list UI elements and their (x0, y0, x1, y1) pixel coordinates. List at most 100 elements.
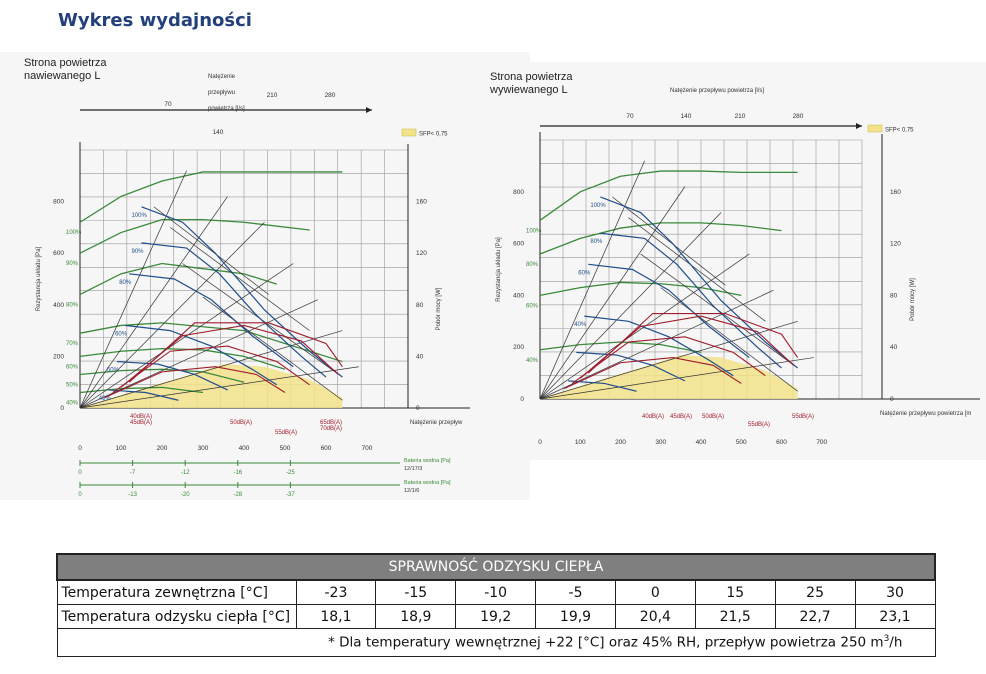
blue-speed-curve (125, 324, 278, 386)
note-spacer (56, 628, 296, 657)
system-curve (79, 299, 318, 409)
y-tick-label: 600 (513, 241, 524, 248)
y-tick-label: 800 (53, 199, 64, 206)
y-tick-label: 800 (513, 189, 524, 196)
system-curve (79, 196, 228, 409)
table-row-recovery-temp: Temperatura odzysku ciepła [°C] 18,1 18,… (56, 604, 936, 629)
heater-scale-value: -13 (128, 492, 137, 498)
table-cell: 19,2 (455, 604, 537, 629)
table-cell: 25 (774, 579, 856, 605)
top-axis-tick: 210 (735, 113, 746, 120)
db-label: 70dB(A) (320, 426, 342, 432)
table-row-outdoor-temp: Temperatura zewnętrzna [°C] -23 -15 -10 … (56, 579, 936, 605)
series-60pct (79, 348, 286, 370)
y2-tick-label: 80 (890, 292, 898, 299)
sfp-legend-swatch (867, 124, 883, 133)
top-axis-tick: 140 (213, 129, 224, 136)
x-tick-label: 500 (280, 445, 291, 452)
top-axis-tick: 280 (325, 92, 336, 99)
blue-speed-curve (588, 263, 750, 359)
x-tick-label: 700 (362, 445, 373, 452)
heater-scale-label: Bateria wodna [Pa] (404, 480, 451, 486)
table-footnote: * Dla temperatury wewnętrznej +22 [°C] o… (296, 628, 936, 657)
series-40pct (539, 341, 702, 354)
top-axis-tick: 210 (267, 92, 278, 99)
table-cell: -10 (455, 579, 537, 605)
blue-curve-label: 40% (99, 396, 112, 402)
iso-line (660, 287, 798, 392)
y2-axis-label: Pobór mocy [W] (436, 287, 442, 330)
y2-tick-label: 120 (416, 250, 427, 257)
blue-speed-curve (129, 273, 294, 368)
top-axis-label: Natężenie (208, 74, 236, 80)
series-100pct (539, 170, 798, 221)
iso-line (202, 296, 343, 401)
y2-tick-label: 40 (416, 353, 424, 360)
table-note-row: * Dla temperatury wewnętrznej +22 [°C] o… (56, 628, 936, 657)
green-curve-label: 100% (66, 230, 82, 236)
blue-curve-label: 60% (578, 270, 591, 276)
heater-scale-value: -37 (286, 492, 295, 498)
system-curve (539, 320, 798, 400)
sfp-region (540, 354, 798, 399)
blue-curve-label: 80% (119, 280, 132, 286)
green-curve-label: 100% (526, 228, 542, 234)
x-tick-label: 400 (239, 445, 250, 452)
db-label: 50dB(A) (230, 420, 252, 426)
blue-curve-label: 40% (574, 322, 587, 328)
blue-speed-curve (116, 360, 228, 391)
blue-speed-curve (141, 206, 343, 378)
heat-recovery-table: SPRAWNOŚĆ ODZYSKU CIEPŁA Temperatura zew… (56, 553, 936, 657)
sfp-region (80, 364, 343, 408)
red-noise-curve (104, 366, 286, 399)
sfp-legend-swatch (401, 128, 417, 137)
y2-tick-label: 120 (890, 241, 901, 248)
series-60pct (539, 281, 742, 297)
x-tick-label: 400 (696, 439, 707, 446)
footnote-text: * Dla temperatury wewnętrznej +22 [°C] o… (328, 634, 884, 651)
system-curve (539, 186, 686, 400)
system-curve (539, 160, 645, 400)
series-100pct (79, 171, 343, 223)
chart-title: Strona powietrza (490, 71, 573, 83)
blue-curve-label: 50% (107, 368, 120, 374)
y-tick-label: 400 (53, 302, 64, 309)
series-90pct (79, 219, 310, 254)
table-cell: 19,9 (535, 604, 616, 629)
red-noise-curve (571, 336, 766, 384)
x-tick-label: 600 (776, 439, 787, 446)
iso-line (628, 217, 766, 322)
blue-speed-curve (600, 196, 798, 369)
db-label: 65dB(A) (320, 420, 342, 426)
top-axis-tick: 280 (793, 113, 804, 120)
row-label: Temperatura odzysku ciepła [°C] (56, 604, 297, 629)
top-axis-tick: 70 (164, 101, 172, 108)
blue-curve-label: 80% (590, 239, 603, 245)
sfp-legend-label: SFP< 0,75 (419, 132, 448, 138)
system-curve (79, 221, 265, 409)
y-tick-label: 400 (513, 292, 524, 299)
heater-scale-value: -16 (233, 470, 242, 476)
heater-scale-value: -7 (130, 470, 136, 476)
x-tick-label: 100 (116, 445, 127, 452)
x-tick-label: 200 (615, 439, 626, 446)
top-axis-label: powietrza [l/s] (208, 106, 245, 112)
system-curve (539, 289, 774, 400)
series-80pct (79, 262, 277, 296)
series-80pct (539, 222, 782, 255)
green-curve-label: 80% (66, 302, 79, 308)
x-tick-label: 700 (816, 439, 827, 446)
green-curve-label: 50% (66, 382, 79, 388)
top-axis-tick: 70 (626, 113, 634, 120)
chart-title: wywiewanego L (489, 84, 568, 96)
blue-curve-label: 100% (132, 213, 148, 219)
x-axis-label: Natężenie przepływu powietrza [m (880, 411, 971, 417)
red-noise-curve (563, 357, 742, 390)
y-tick-label: 600 (53, 250, 64, 257)
y2-tick-label: 160 (890, 189, 901, 196)
top-axis-label: Natężenie przepływu powietrza [l/s] (670, 88, 764, 94)
db-label: 55dB(A) (792, 414, 814, 420)
heater-scale-value: -28 (233, 492, 242, 498)
green-curve-label: 40% (526, 358, 539, 364)
